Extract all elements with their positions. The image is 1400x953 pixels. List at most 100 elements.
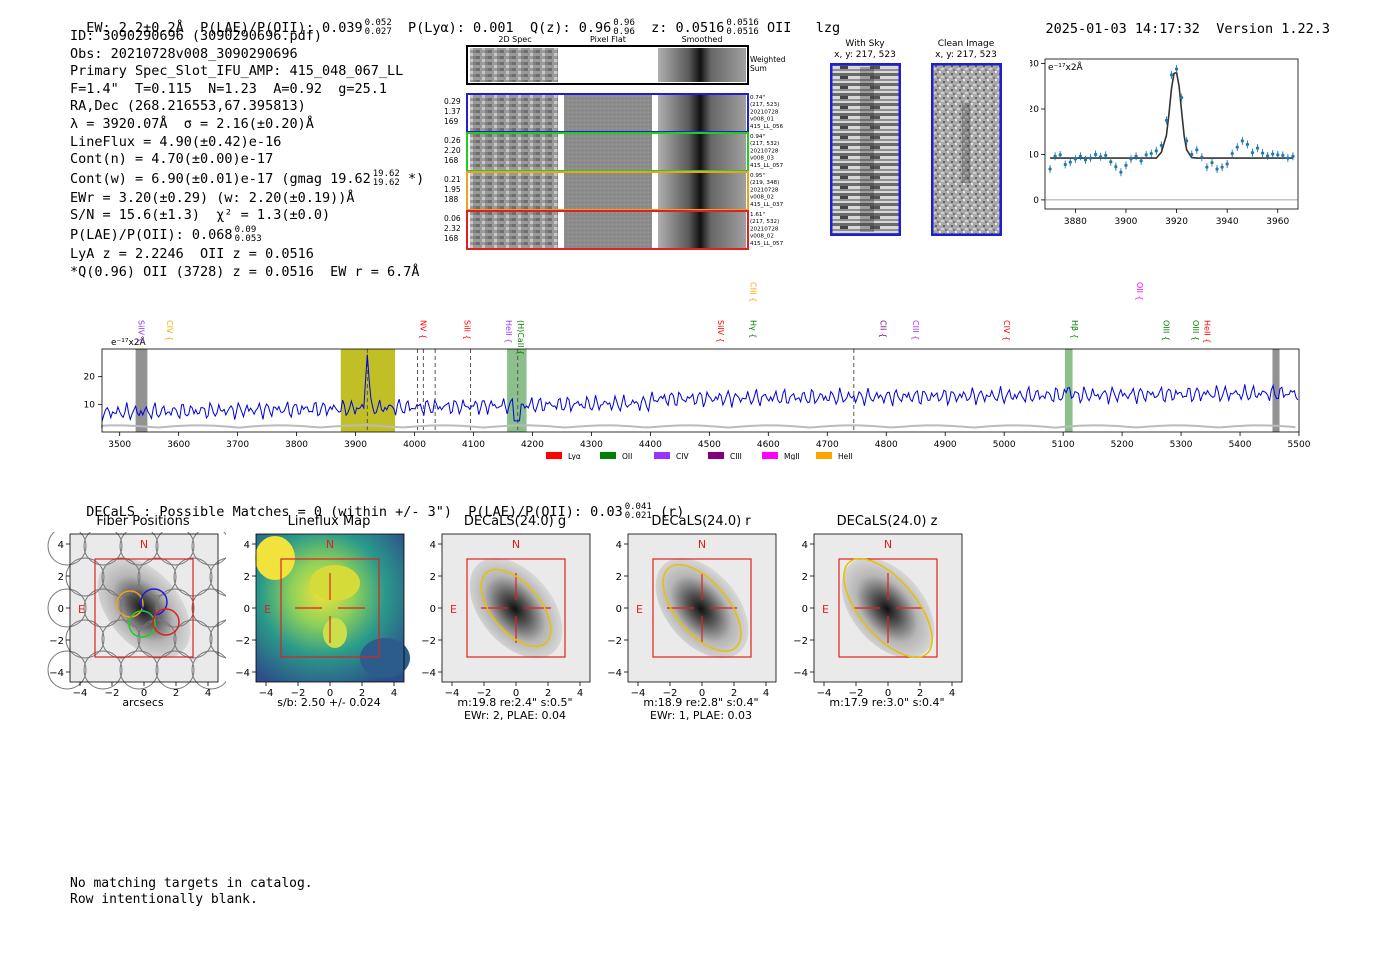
y-tick-label: 20 xyxy=(1030,105,1039,115)
data-point xyxy=(1291,154,1295,158)
row-right-label: 20210728 xyxy=(750,187,779,193)
clean-image-title: Clean Image x, y: 217, 523 xyxy=(935,39,997,60)
x-tick-label: 0 xyxy=(141,688,147,699)
data-point xyxy=(1286,156,1290,160)
galaxy-ellipse xyxy=(662,564,742,652)
legend-swatch xyxy=(654,452,670,459)
x-tick-label: 2 xyxy=(173,688,179,699)
cutout-image: N E −4 −2 0 2 4 4 2 0 −2 −4 xyxy=(47,532,226,699)
decals-header: DECaLS : Possible Matches = 0 (within +/… xyxy=(86,502,685,521)
spec-2d-cell xyxy=(470,173,558,209)
cutout-image: N E −4 −2 0 2 4 4 2 0 −2 −4 xyxy=(793,533,963,699)
header-bar: EW: 2.2±0.2Å P(LAE)/P(OII): 0.039 0.052 0.… xyxy=(86,18,841,37)
spec-row-frame xyxy=(466,210,749,250)
x-tick-label: −2 xyxy=(477,688,492,699)
x-tick-label: −4 xyxy=(631,688,646,699)
info-line: F=1.4" T=0.115 N=1.23 A=0.92 g=25.1 xyxy=(70,80,387,97)
x-tick-label: 5300 xyxy=(1170,440,1193,450)
info-line: LineFlux = 4.90(±0.42)e-16 xyxy=(70,133,282,150)
zoom-plot-frame xyxy=(1044,58,1299,210)
fiber-highlight xyxy=(116,590,144,618)
info-contw: Cont(w) = 6.90(±0.01)e-17 (gmag 19.62 19.… xyxy=(70,168,425,188)
east-label: E xyxy=(78,603,85,616)
x-tick-label: 5400 xyxy=(1229,440,1252,450)
data-point xyxy=(1266,154,1270,158)
row-right-label: 415_LL_057 xyxy=(750,241,784,247)
masked-band xyxy=(1272,349,1280,432)
row-left-label: 2.20 xyxy=(444,146,461,155)
fiber-circle xyxy=(137,619,177,659)
row-left-label: 2.32 xyxy=(444,224,461,233)
y-tick-label: 4 xyxy=(58,540,64,551)
flux-blob xyxy=(323,618,347,648)
north-label: N xyxy=(884,538,892,551)
aperture-box xyxy=(466,558,566,658)
x-tick-label: 4100 xyxy=(462,440,485,450)
x-tick-label: 4 xyxy=(205,688,211,699)
weighted-label: Sum xyxy=(750,64,767,73)
emission-line-label: SiIV { xyxy=(137,320,146,343)
x-tick-label: 4800 xyxy=(875,440,898,450)
fiber-highlight xyxy=(152,608,180,636)
x-tick-label: 4 xyxy=(391,688,397,699)
info-line: λ = 3920.07Å σ = 2.16(±0.20)Å xyxy=(70,115,314,132)
legend-label: HeII xyxy=(838,452,853,460)
spec-2d-cell xyxy=(470,134,558,170)
row-left-label: 1.37 xyxy=(444,107,461,116)
header-q: Q(z): 0.96 xyxy=(529,20,612,36)
data-point xyxy=(1088,156,1093,160)
info-line: Obs: 20210728v008_3090290696 xyxy=(70,45,298,62)
row-left-label: 0.29 xyxy=(444,97,461,106)
data-point xyxy=(1058,153,1062,157)
x-tick-label: 4900 xyxy=(934,440,957,450)
pixel-flat-cell xyxy=(564,173,652,209)
emission-line-label: CII { xyxy=(878,320,887,338)
legend-label: Lyα xyxy=(568,452,581,460)
x-tick-label: 3880 xyxy=(1064,217,1087,227)
decals-panel: Lineflux Map N E −4 −2 0 2 4 4 2 0 −2 −4 s/b: 2.50 +/… xyxy=(226,512,412,722)
x-tick-label: 4 xyxy=(949,688,955,699)
data-point xyxy=(1240,139,1244,143)
north-label: N xyxy=(140,538,148,551)
weighted-label: Weighted xyxy=(750,55,786,64)
x-tick-label: 4400 xyxy=(639,440,662,450)
row-left-label: 188 xyxy=(444,195,459,204)
data-point xyxy=(1281,153,1285,157)
north-label: N xyxy=(326,538,334,551)
info-line: RA,Dec (268.216553,67.395813) xyxy=(70,98,306,115)
fiber-circle xyxy=(155,650,195,690)
row-right-label: 1.61" xyxy=(750,212,765,218)
emission-line-label: OIII { xyxy=(1191,320,1200,341)
with-sky-image xyxy=(830,63,901,236)
data-point xyxy=(1185,139,1189,143)
data-point xyxy=(1124,163,1128,167)
info-qline: *Q(0.96) OII (3728) z = 0.0516 EW r = 6.… xyxy=(70,263,420,280)
col-title-smoothed: Smoothed xyxy=(682,35,723,44)
data-point xyxy=(1073,157,1077,161)
data-point xyxy=(1134,154,1138,158)
data-point xyxy=(1210,161,1214,165)
data-point xyxy=(1271,152,1275,156)
fiber-circle xyxy=(191,650,226,690)
version: Version 1.22.3 xyxy=(1216,21,1330,37)
y-tick-label: −4 xyxy=(793,668,808,679)
panel-title: DECaLS(24.0) z xyxy=(836,514,938,529)
data-point xyxy=(1119,170,1123,174)
x-tick-label: −2 xyxy=(663,688,678,699)
data-point xyxy=(1205,165,1209,169)
legend-swatch xyxy=(600,452,616,459)
decals-panel: DECaLS(24.0) g N E −4 −2 0 2 4 4 2 0 −2 −4 m:19.8 re:… xyxy=(412,512,598,722)
full-plot-frame xyxy=(101,348,1300,433)
emission-line-label: SiII { xyxy=(463,320,472,340)
y-tick-label: 20 xyxy=(84,373,96,383)
row-left-label: 168 xyxy=(444,234,459,243)
east-label: E xyxy=(636,603,643,616)
fiber-circle xyxy=(155,588,195,628)
east-label: E xyxy=(450,603,457,616)
full-spectrum-chart: e⁻¹⁷x2Å 3500 3600 3700 3800 3900 4000 4100 4200… xyxy=(84,282,1311,460)
info-block: ID: 3090290696 (3090290696.pdf) Obs: 202… xyxy=(70,28,424,281)
emission-line-label: Hβ { xyxy=(1070,320,1079,339)
fiber-circle xyxy=(83,650,123,690)
legend-swatch xyxy=(816,452,832,459)
panel-caption: s/b: 2.50 +/- 0.024 xyxy=(277,696,381,709)
